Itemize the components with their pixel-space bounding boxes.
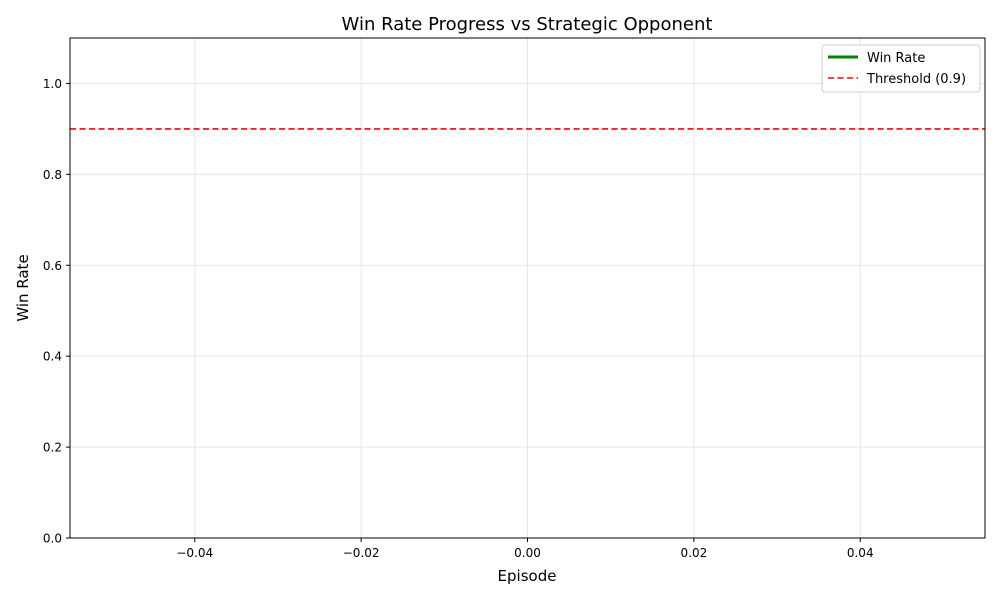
y-axis-label: Win Rate bbox=[14, 254, 32, 321]
x-tick-label: 0.04 bbox=[847, 546, 874, 560]
legend-box bbox=[821, 44, 981, 93]
y-tick-label: 0.4 bbox=[43, 350, 62, 364]
x-tick-label: −0.02 bbox=[343, 546, 380, 560]
y-tick-label: 0.0 bbox=[43, 532, 62, 546]
legend-threshold-label: Threshold (0.9) bbox=[866, 72, 966, 87]
legend-win-rate-label: Win Rate bbox=[867, 51, 925, 66]
y-tick-label: 0.8 bbox=[43, 168, 62, 182]
x-tick-label: −0.04 bbox=[176, 546, 213, 560]
y-tick-label: 0.6 bbox=[43, 259, 62, 273]
y-tick-label: 0.2 bbox=[43, 441, 62, 455]
legend: Win Rate Threshold (0.9) bbox=[821, 44, 981, 93]
chart-title: Win Rate Progress vs Strategic Opponent bbox=[342, 14, 713, 35]
x-tick-label: 0.02 bbox=[681, 546, 708, 560]
x-axis-label: Episode bbox=[498, 567, 557, 585]
axis-ticks: −0.04 −0.02 0.00 0.02 0.04 0.0 0.2 0.4 0.6 0.8 1.0 bbox=[43, 77, 874, 560]
y-tick-label: 1.0 bbox=[43, 77, 62, 91]
x-tick-label: 0.00 bbox=[514, 546, 541, 560]
grid bbox=[70, 38, 985, 539]
